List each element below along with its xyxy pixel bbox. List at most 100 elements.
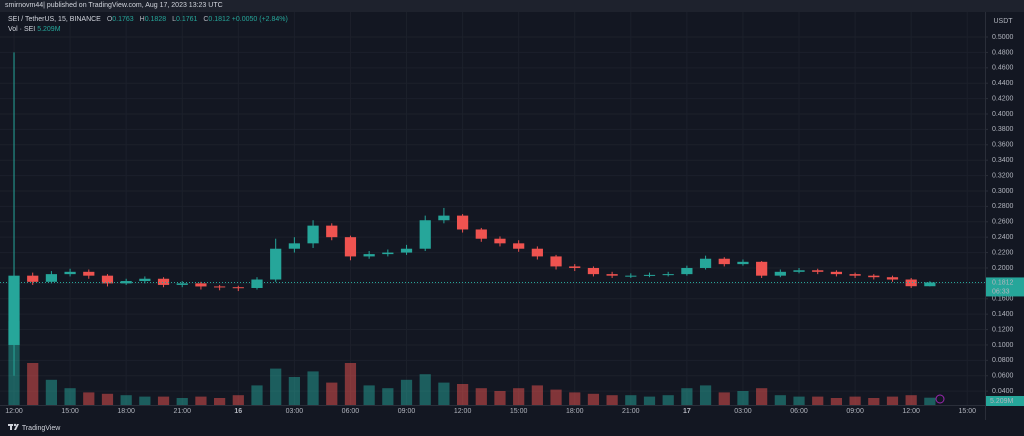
currency-label: USDT (993, 18, 1013, 25)
candle-body (101, 275, 114, 284)
clock-icon (935, 394, 945, 404)
volume-bar (587, 393, 600, 405)
volume-bar (494, 391, 506, 405)
ohlc-row: SEI / TetherUS, 15, BINANCE O0.1763 H0.1… (8, 15, 288, 25)
volume-bar (101, 393, 114, 405)
h-value: 0.1828 (144, 16, 167, 23)
candle-body (176, 283, 188, 285)
volume-bar (344, 363, 357, 405)
volume-bar (214, 398, 226, 405)
candle-body (737, 261, 749, 265)
volume-bar (793, 396, 805, 405)
candle-body (774, 271, 786, 276)
y-tick-label: 0.3200 (992, 172, 1014, 179)
x-tick-label: 17 (683, 408, 691, 415)
y-tick-label: 0.3000 (992, 188, 1014, 195)
y-tick-label: 0.3800 (992, 126, 1014, 133)
volume-bar (307, 371, 319, 405)
y-tick-label: 0.3400 (992, 157, 1014, 164)
volume-bar (886, 396, 899, 405)
y-tick-label: 0.0800 (992, 357, 1014, 364)
l-value: 0.1761 (175, 16, 198, 23)
volume-bar (270, 368, 282, 405)
candle-body (157, 278, 170, 285)
volume-bars (8, 321, 936, 405)
volume-bar (550, 389, 562, 405)
candle-body (270, 248, 282, 280)
candle-body (251, 279, 263, 288)
volume-bar (699, 385, 712, 405)
candle-body (699, 258, 712, 268)
countdown: 06:33 (992, 288, 1010, 295)
volume-label: 5.209M (990, 398, 1014, 405)
candle-body (326, 225, 338, 238)
volume-bar (868, 398, 880, 405)
candle-body (363, 254, 375, 257)
candle-body (64, 271, 76, 275)
candle-body (307, 225, 319, 244)
y-tick-label: 0.4400 (992, 80, 1014, 87)
y-tick-label: 0.4800 (992, 49, 1014, 56)
footer: TradingView (0, 422, 1024, 436)
brand[interactable]: TradingView (21, 425, 61, 432)
volume-bar (569, 392, 581, 405)
volume-bar (924, 397, 936, 405)
candle-body (288, 243, 300, 249)
candle-body (456, 215, 469, 230)
y-tick-label: 0.2800 (992, 203, 1014, 210)
y-tick-label: 0.5000 (992, 34, 1014, 41)
author-line: smirnovm44| published on TradingView.com… (5, 2, 223, 9)
legend: SEI / TetherUS, 15, BINANCE O0.1763 H0.1… (8, 15, 288, 35)
candle-body (195, 283, 207, 287)
candle-body (232, 287, 244, 289)
y-tick-label: 0.1600 (992, 296, 1014, 303)
volume-bar (625, 395, 637, 405)
candle-body (756, 261, 768, 276)
volume-bar (662, 395, 674, 405)
volume-bar (251, 385, 263, 405)
volume-bar (756, 388, 768, 405)
candle-body (681, 267, 693, 275)
logo (8, 423, 19, 430)
volume-bar (830, 398, 843, 405)
x-tick-label: 03:00 (286, 408, 304, 415)
candle-body (475, 229, 487, 239)
x-tick-label: 15:00 (61, 408, 79, 415)
y-tick-label: 0.2000 (992, 265, 1014, 272)
candle-body (606, 274, 618, 276)
candles (8, 52, 936, 376)
candle-body (382, 252, 394, 255)
volume-bar (326, 382, 338, 405)
candle-body (718, 258, 730, 265)
volume-bar (849, 396, 861, 405)
candle-body (139, 278, 151, 282)
symbol[interactable]: SEI / TetherUS, 15, BINANCE (8, 16, 101, 23)
y-tick-label: 0.1200 (992, 326, 1014, 333)
volume-bar (774, 395, 786, 405)
x-tick-label: 06:00 (342, 408, 360, 415)
y-tick-label: 0.4200 (992, 95, 1014, 102)
y-tick-label: 0.1000 (992, 342, 1014, 349)
o-key: O (106, 16, 113, 23)
candle-body (27, 275, 39, 282)
candle-body (344, 237, 357, 257)
volume-bar (382, 388, 394, 405)
x-tick-label: 18:00 (566, 408, 584, 415)
l-key: L (172, 16, 176, 23)
volume-bar (64, 388, 76, 405)
candle-body (8, 275, 20, 345)
candle-body (438, 215, 450, 221)
candle-body (905, 279, 917, 287)
y-tick-label: 0.0400 (992, 388, 1014, 395)
candle-body (625, 275, 637, 277)
volume-title[interactable]: Vol · SEI (8, 26, 36, 33)
volume-bar (531, 385, 543, 405)
candle-body (643, 274, 656, 276)
x-tick-label: 09:00 (846, 408, 864, 415)
x-tick-label: 09:00 (398, 408, 416, 415)
x-tick-label: 06:00 (790, 408, 808, 415)
volume-bar (83, 392, 95, 405)
volume-bar (456, 384, 469, 405)
volume-bar (45, 379, 58, 405)
